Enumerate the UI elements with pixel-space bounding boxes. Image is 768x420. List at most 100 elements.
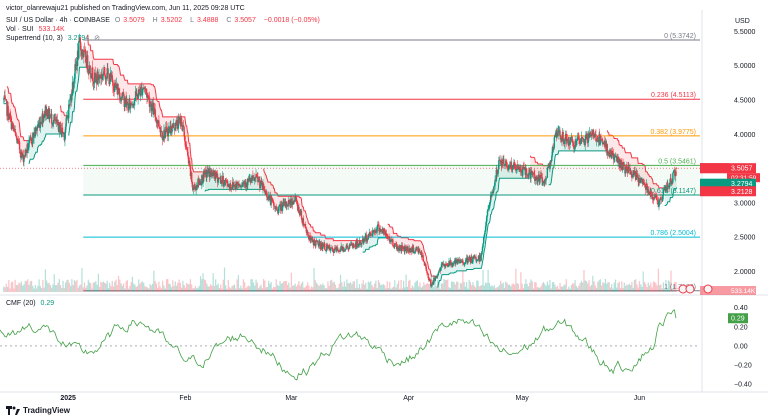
volume-bar <box>474 287 477 292</box>
candle-body <box>327 245 330 249</box>
volume-bar <box>348 283 350 292</box>
cmf-label[interactable]: CMF (20) <box>6 300 36 307</box>
volume-bar <box>464 286 467 292</box>
volume-bar <box>42 279 44 292</box>
volume-bar <box>99 286 101 292</box>
volume-bar <box>636 284 638 292</box>
volume-bar <box>251 279 253 292</box>
volume-bar <box>501 283 503 292</box>
volume-bar <box>186 282 188 292</box>
candle-body <box>97 78 100 81</box>
cmf-tick-label: −0.20 <box>734 363 752 370</box>
candle-body <box>15 136 18 138</box>
candle-body <box>143 87 146 89</box>
volume-bar <box>226 288 228 292</box>
volume-bar <box>420 287 422 292</box>
volume-bar <box>569 288 571 292</box>
volume-bar <box>661 288 663 292</box>
volume-bar <box>152 283 154 292</box>
candle-body <box>49 115 51 119</box>
volume-badge: 533.14K <box>731 288 756 295</box>
candle-body <box>282 202 284 206</box>
volume-bar <box>477 280 479 292</box>
volume-bar <box>612 288 614 292</box>
candle-body <box>540 175 542 177</box>
candle-body <box>653 197 656 198</box>
candle-body <box>504 164 506 166</box>
volume-bar <box>490 286 492 292</box>
candle-body <box>577 137 579 139</box>
volume-bar <box>279 281 281 292</box>
volume-bar <box>594 285 596 292</box>
candle-body <box>9 113 11 117</box>
cmf-tick-label: 0.40 <box>734 305 748 312</box>
candle-body <box>272 201 274 203</box>
volume-bar <box>392 286 395 292</box>
volume-bar <box>187 284 189 292</box>
candle-body <box>572 142 574 146</box>
volume-bar <box>483 285 485 292</box>
candle-body <box>257 179 260 183</box>
candle-body <box>148 97 151 107</box>
volume-bar <box>327 281 329 292</box>
currency-label[interactable]: USD <box>735 18 750 25</box>
volume-bar <box>228 287 231 292</box>
volume-bar <box>394 280 396 292</box>
volume-bar <box>222 279 224 292</box>
volume-bar <box>17 284 19 292</box>
candle-body <box>445 263 447 266</box>
candle-body <box>217 177 219 183</box>
candle-body <box>165 126 168 128</box>
volume-bar <box>613 282 615 292</box>
volume-bar <box>675 281 677 292</box>
candle-body <box>210 170 212 176</box>
candle-body <box>360 243 363 245</box>
volume-label[interactable]: Vol · SUI <box>6 26 34 33</box>
candle-body <box>422 255 424 262</box>
candle-body <box>612 153 615 160</box>
candle-body <box>394 243 396 247</box>
volume-bar <box>481 284 483 292</box>
volume-bar <box>124 288 126 292</box>
volume-bar <box>83 282 86 292</box>
candle-body <box>97 71 99 81</box>
supertrend-label[interactable]: Supertrend (10, 3) <box>6 35 63 42</box>
price-tick-label: 3.0000 <box>734 200 756 207</box>
candle-body <box>600 139 603 141</box>
volume-bar <box>100 281 102 292</box>
volume-bar <box>218 288 221 292</box>
volume-bar <box>643 281 646 292</box>
volume-bar <box>149 284 151 292</box>
candle-body <box>134 99 136 101</box>
volume-bar <box>347 283 349 292</box>
volume-bar <box>531 281 533 292</box>
symbol-title[interactable]: SUI / US Dollar · 4h · COINBASE <box>6 17 110 24</box>
hidden-eye-icon[interactable]: ⊘ <box>94 35 101 42</box>
candle-body <box>547 166 549 169</box>
candle-body <box>416 248 418 250</box>
volume-bar <box>554 284 556 292</box>
candle-body <box>295 197 298 202</box>
candle-body <box>522 166 524 176</box>
volume-bar <box>120 283 122 292</box>
volume-bar <box>80 284 82 292</box>
volume-bar <box>182 280 184 292</box>
volume-bar <box>333 281 335 292</box>
candle-body <box>596 140 598 141</box>
volume-bar <box>255 279 257 292</box>
candle-body <box>304 224 306 227</box>
candle-body <box>348 244 351 249</box>
fib-label-0.786: 0.786 (2.5004) <box>650 230 696 237</box>
candle-body <box>18 141 21 150</box>
candle-body <box>36 127 38 131</box>
candle-body <box>112 80 114 87</box>
candle-body <box>146 92 148 98</box>
volume-bar <box>632 287 634 292</box>
candle-body <box>501 160 503 167</box>
supertrend-down-fill <box>6 86 29 159</box>
candle-body <box>332 249 334 252</box>
candle-body <box>444 265 446 267</box>
volume-bar <box>81 268 83 292</box>
candle-body <box>452 264 454 266</box>
